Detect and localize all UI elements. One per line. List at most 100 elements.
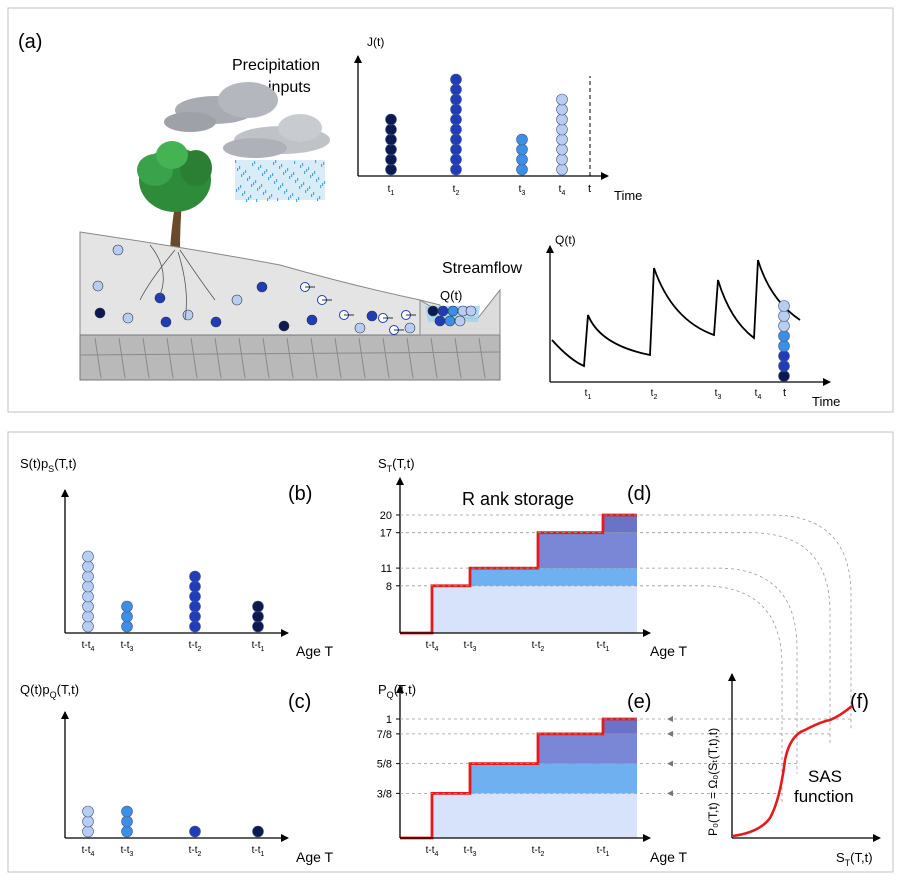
bedrock-crack: [142, 337, 150, 379]
precip-tick-label: t2: [453, 184, 460, 197]
age-column-drop: [82, 570, 94, 583]
age-column-drop: [121, 805, 133, 818]
bedrock-layer: [79, 351, 501, 356]
age-column-drop: [121, 600, 133, 613]
rain-drop: [242, 193, 244, 196]
rain-drop: [274, 181, 276, 184]
bedrock-crack: [430, 337, 438, 379]
water-particle: [231, 294, 243, 306]
y-tick-label: 1: [386, 714, 392, 726]
rain-drop: [270, 175, 272, 178]
rain-drop: [279, 166, 281, 169]
channel-particle: [447, 305, 459, 317]
age-tick-label: t-t3: [464, 845, 477, 858]
age-tick-label: t-t2: [532, 845, 545, 858]
rain-drop: [293, 172, 295, 175]
panel-d-y-label: ST(T,t): [378, 456, 415, 474]
precip-drop: [450, 103, 462, 116]
water-particle: [112, 244, 124, 256]
channel-particle: [454, 315, 466, 327]
age-column-drop: [189, 620, 201, 633]
stream-drop: [778, 370, 790, 382]
age-tick-label: t-t3: [121, 640, 134, 653]
hillslope-illustration: [79, 231, 501, 381]
rain-drop: [264, 171, 266, 174]
streamflow-tick-label: t1: [585, 388, 592, 401]
panel-b-axes: [61, 489, 289, 637]
channel-particle: [427, 305, 439, 317]
panel-f-label: (f): [850, 691, 869, 713]
bedrock-crack: [118, 337, 126, 379]
rain-drop: [267, 198, 269, 201]
storage-fill-top: [603, 719, 637, 734]
bedrock-crack: [358, 337, 366, 379]
rain-drop: [288, 197, 290, 200]
water-particle: [182, 309, 194, 321]
rain-drop: [245, 170, 247, 173]
rain-drop: [260, 165, 262, 168]
water-particle: [366, 310, 378, 322]
rain-drop: [266, 169, 268, 172]
age-tick-label: t-t2: [189, 845, 202, 858]
panel-e-plot: 3/8 5/8 7/8 1 t-t4 t-t3 t-t2 t-t1: [377, 685, 665, 858]
precip-drop: [385, 133, 397, 146]
age-tick-label: t-t3: [121, 845, 134, 858]
y-tick-label: 7/8: [377, 729, 392, 741]
bedrock-crack: [286, 337, 294, 379]
channel-particle: [465, 305, 477, 317]
streamflow-y-label: Q(t): [555, 233, 576, 247]
rain-drop: [322, 183, 324, 186]
rain-drop: [321, 164, 323, 167]
precip-drop: [556, 123, 568, 136]
rain-drop: [271, 194, 273, 197]
precip-tick-label: t3: [519, 184, 526, 197]
rain-drop: [275, 160, 277, 163]
precip-drop: [556, 133, 568, 146]
precip-tick-label: t1: [388, 184, 395, 197]
streamflow-tick-label: t4: [755, 388, 762, 401]
precip-drop: [556, 163, 568, 176]
age-tick-label: t-t1: [252, 640, 265, 653]
panel-d-x-label: Age T: [650, 643, 688, 659]
rain-drop: [269, 196, 271, 199]
rain-drop: [282, 183, 284, 186]
rain-drop: [250, 195, 252, 198]
panel-d-plot: 8 11 17 20 t-t4 t-t3 t-t2 t-t1: [380, 477, 665, 653]
precip-drop: [385, 123, 397, 136]
bedrock-crack: [262, 337, 270, 379]
age-column-drop: [82, 560, 94, 573]
water-particle: [278, 320, 290, 332]
age-tick-label: t-t3: [464, 640, 477, 653]
age-tick-label: t-t4: [82, 845, 95, 858]
precip-drop: [450, 133, 462, 146]
age-tick-label: t-t1: [597, 640, 610, 653]
streamflow-axes: [546, 245, 831, 386]
rain-drop: [295, 180, 297, 183]
channel-particle: [437, 305, 449, 317]
rain-drop: [268, 177, 270, 180]
rain-drop: [257, 188, 259, 191]
bedrock-crack: [214, 337, 222, 379]
rain-drop: [251, 184, 253, 187]
panel-a-frame: [7, 7, 894, 413]
precip-drop: [556, 153, 568, 166]
rain-drop: [280, 185, 282, 188]
streamflow-title: Streamflow: [442, 260, 522, 277]
rain-drop: [323, 162, 325, 165]
rain-drop: [307, 188, 309, 191]
rain-drop: [287, 168, 289, 171]
rain-drop: [246, 199, 248, 202]
rain-drop: [261, 184, 263, 187]
age-column-drop: [121, 620, 133, 633]
y-tick-label: 17: [380, 528, 392, 540]
water-particle: [94, 307, 106, 319]
rain-drop: [254, 161, 256, 164]
panel-e-x-label: Age T: [650, 849, 688, 865]
age-column-drop: [121, 610, 133, 623]
rain-drop: [278, 187, 280, 190]
sas-function-label-1: SAS: [808, 767, 842, 786]
rain-drop: [294, 161, 296, 164]
water-particle: [122, 312, 134, 324]
precip-title-line1: Precipitation: [232, 57, 320, 74]
rain-drop: [277, 198, 279, 201]
